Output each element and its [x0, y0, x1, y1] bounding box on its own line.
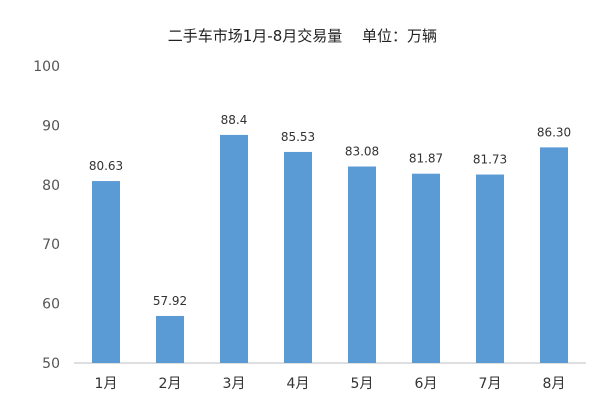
chart-unit-label: 单位：万辆	[362, 27, 437, 45]
bar-value-label: 81.73	[473, 153, 507, 167]
bar-value-label: 86.30	[537, 125, 571, 139]
x-axis: 1月 2月 3月 4月 5月 6月 7月 8月	[95, 376, 566, 392]
bar-value-label: 85.53	[281, 130, 315, 144]
x-tick-label: 8月	[543, 376, 566, 392]
y-tick-label: 50	[42, 356, 60, 372]
chart-title: 二手车市场1月-8月交易量	[168, 27, 343, 45]
bar	[540, 147, 568, 363]
x-tick-label: 3月	[223, 376, 246, 392]
x-tick-label: 6月	[415, 376, 438, 392]
bar	[284, 151, 312, 363]
x-tick-label: 1月	[95, 376, 118, 392]
bar	[348, 166, 376, 363]
y-axis: 50 60 70 80 90 100	[33, 59, 60, 372]
y-tick-label: 60	[42, 297, 60, 313]
bar-value-label: 81.87	[409, 152, 443, 166]
x-tick-label: 7月	[479, 376, 502, 392]
y-tick-label: 80	[42, 178, 60, 194]
y-tick-label: 100	[33, 59, 60, 75]
bar	[476, 174, 504, 363]
bar-value-label: 88.4	[221, 113, 248, 127]
bar-value-label: 80.63	[89, 159, 123, 173]
bar	[220, 134, 248, 363]
bar-value-label: 83.08	[345, 145, 379, 159]
bar-value-label: 57.92	[153, 294, 187, 308]
bar	[412, 173, 440, 363]
bars-group: 80.63 57.92 88.4 85.53 83.08 81.87 81.73 86.30	[89, 113, 571, 363]
y-tick-label: 90	[42, 118, 60, 134]
x-tick-label: 5月	[351, 376, 374, 392]
bar	[92, 181, 120, 363]
bar	[156, 315, 184, 363]
y-tick-label: 70	[42, 237, 60, 253]
x-tick-label: 4月	[287, 376, 310, 392]
x-tick-label: 2月	[159, 376, 182, 392]
